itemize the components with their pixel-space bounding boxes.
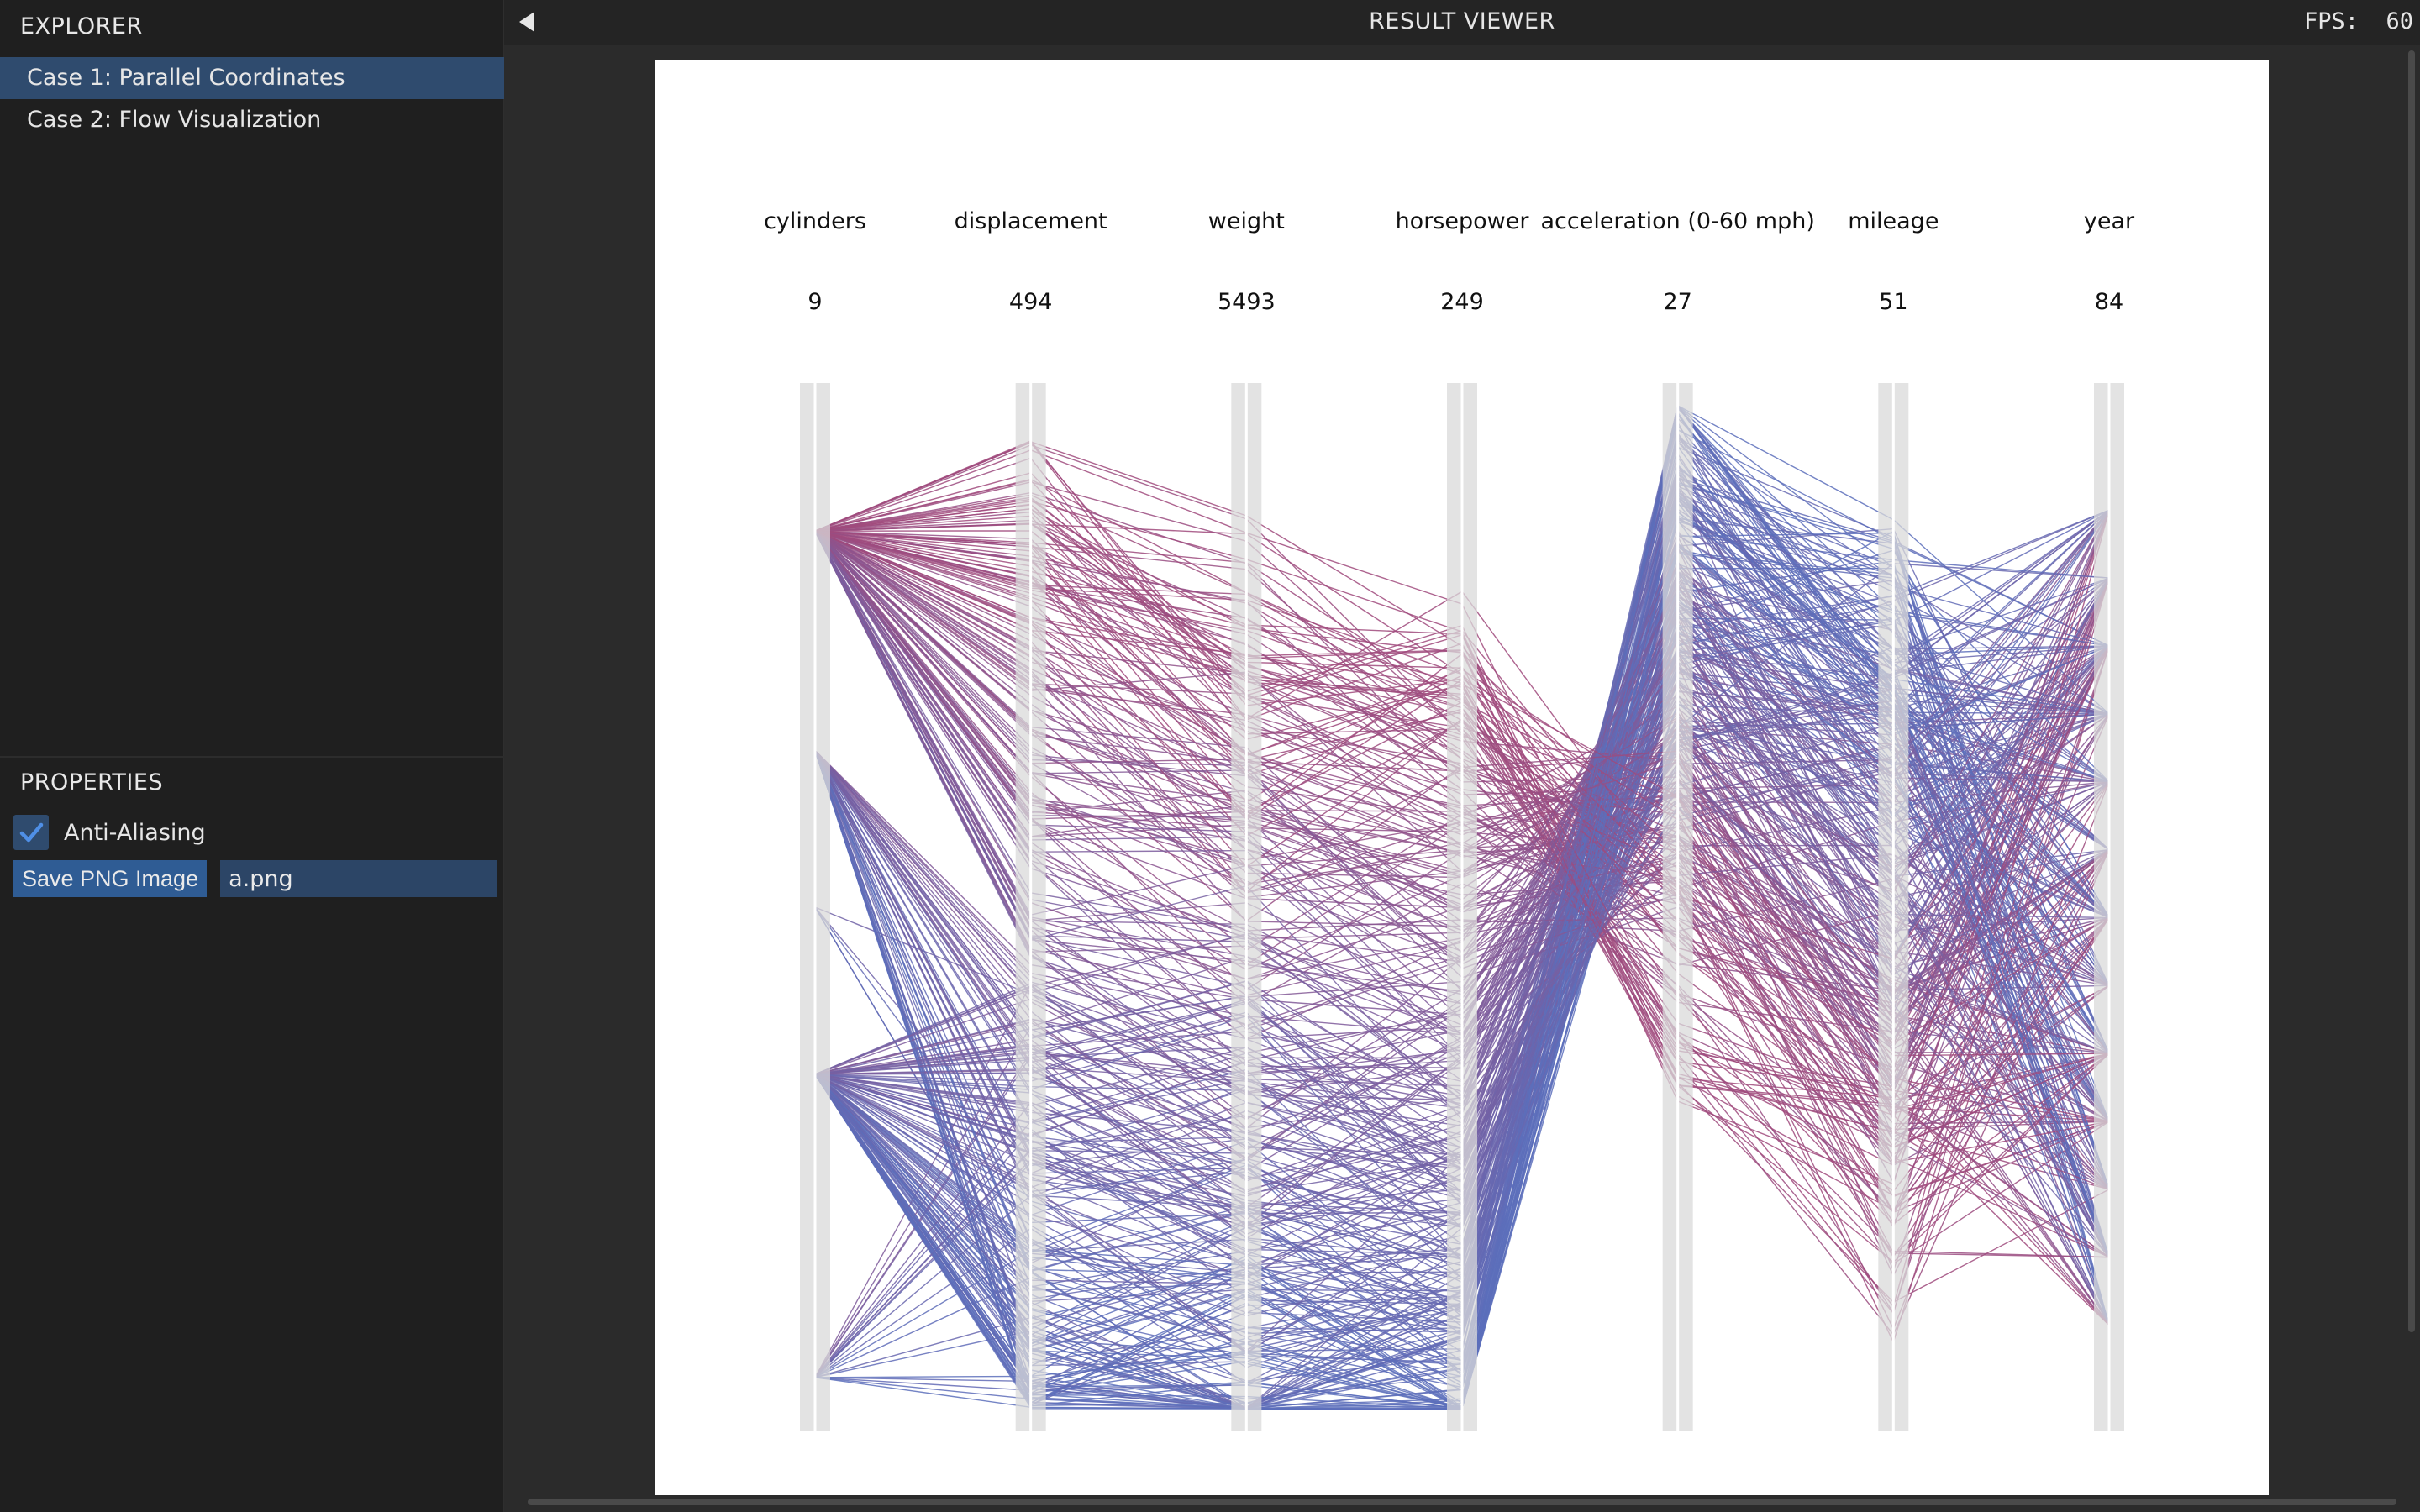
axis-label: displacement (955, 208, 1107, 234)
axis-label: cylinders (764, 208, 866, 234)
axis-max-label: 9 (808, 289, 822, 315)
fps-counter: FPS: 60 (2304, 8, 2413, 34)
viewer-titlebar: RESULT VIEWER FPS: 60 (504, 0, 2420, 45)
anti-aliasing-checkbox[interactable] (13, 815, 49, 850)
axis-max-label: 249 (1440, 289, 1484, 315)
collapse-arrow-icon[interactable] (518, 10, 538, 34)
axis-label: year (2084, 208, 2135, 234)
explorer-title: EXPLORER (20, 13, 143, 39)
result-viewer: RESULT VIEWER FPS: 60 cylinders 9 displace… (504, 0, 2420, 1512)
render-canvas[interactable]: cylinders 9 displacement 494 weight 5493 horse… (655, 60, 2269, 1495)
parallel-coordinates-plot: cylinders 9 displacement 494 weight 5493 horse… (764, 208, 2135, 1431)
fps-value: 60 (2386, 8, 2413, 34)
save-png-button[interactable]: Save PNG Image (13, 860, 208, 897)
axis-max-label: 27 (1663, 289, 1691, 315)
axes-group: cylinders 9 displacement 494 weight 5493 horse… (764, 208, 2135, 1431)
axis-max-label: 51 (1879, 289, 1907, 315)
axis-max-label: 5493 (1218, 289, 1276, 315)
checkmark-icon (19, 822, 44, 843)
axis-label: weight (1208, 208, 1285, 234)
tree-item-parallel-coordinates[interactable]: Case 1: Parallel Coordinates (0, 57, 504, 99)
axis-max-label: 494 (1009, 289, 1053, 315)
horizontal-scrollbar[interactable] (528, 1499, 2396, 1505)
anti-aliasing-row: Anti-Aliasing (13, 811, 206, 853)
properties-title: PROPERTIES (20, 769, 164, 795)
tree-item-flow-visualization[interactable]: Case 2: Flow Visualization (27, 107, 322, 133)
axis-label: acceleration (0-60 mph) (1540, 208, 1814, 234)
left-panel: EXPLORER Case 1: Parallel Coordinates Ca… (0, 0, 504, 1512)
panel-divider[interactable] (0, 756, 504, 758)
fps-label: FPS: (2303, 8, 2359, 34)
filename-input[interactable] (220, 860, 498, 897)
axis-max-label: 84 (2095, 289, 2123, 315)
vertical-scrollbar[interactable] (2408, 50, 2415, 1332)
axis-label: horsepower (1396, 208, 1530, 234)
explorer-tree: Case 1: Parallel Coordinates Case 2: Flo… (0, 57, 504, 141)
anti-aliasing-label: Anti-Aliasing (64, 819, 206, 846)
viewer-title: RESULT VIEWER (1369, 8, 1555, 34)
save-row: Save PNG Image (13, 860, 498, 897)
axis-label: mileage (1848, 208, 1939, 234)
